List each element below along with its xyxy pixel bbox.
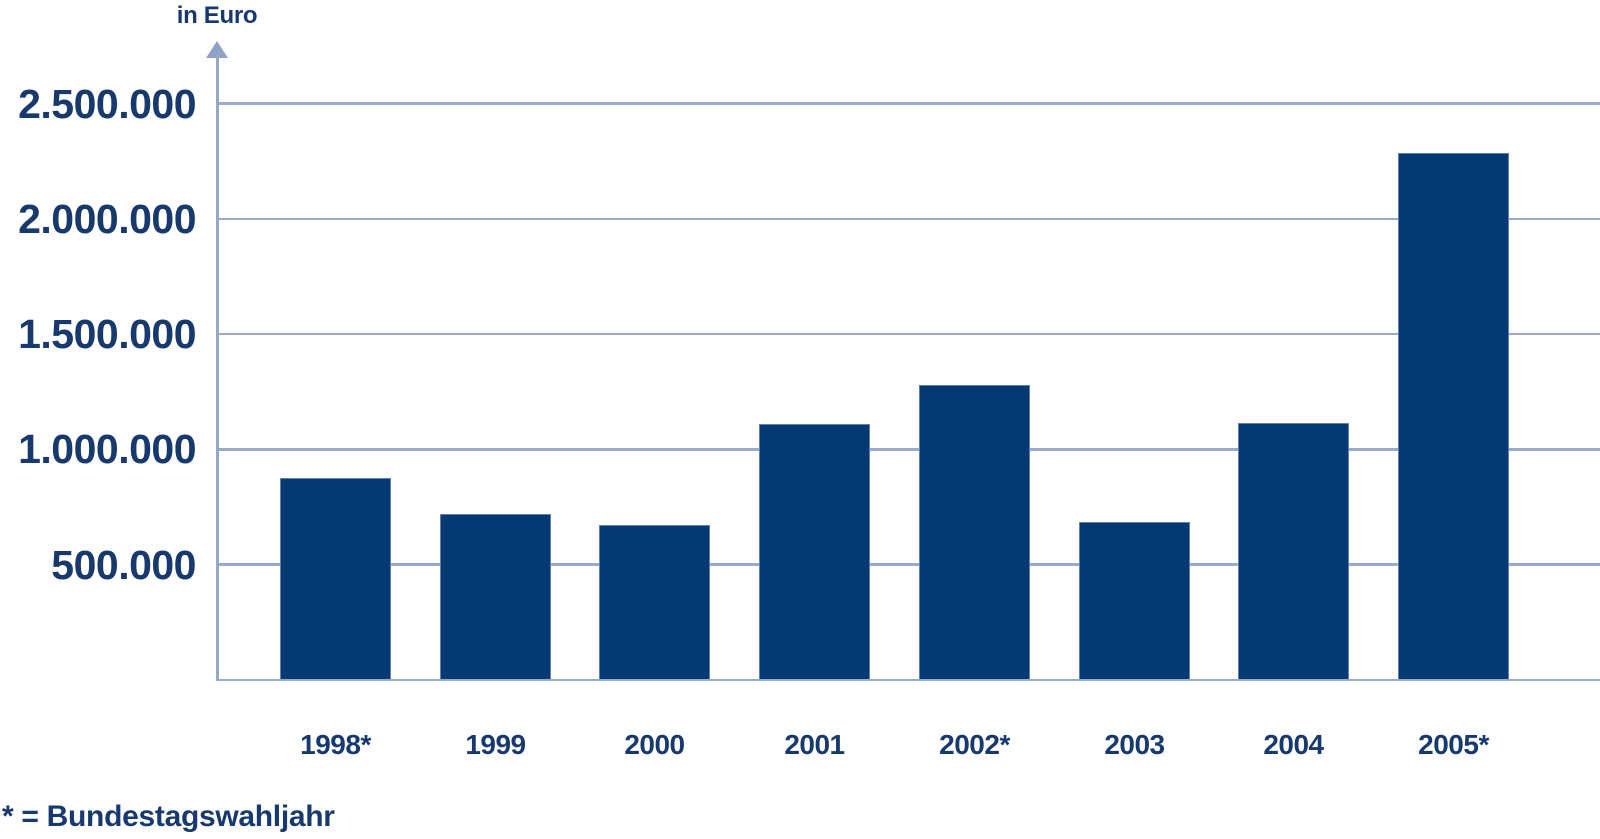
y-axis-tick-label: 2.500.000	[18, 80, 196, 127]
x-axis-label-2000: 2000	[624, 729, 685, 760]
y-axis-tick-label: 1.000.000	[18, 426, 196, 473]
bar-2001	[759, 424, 870, 680]
gridline-2500000	[217, 102, 1600, 105]
y-axis-line	[215, 54, 219, 681]
bar-1999	[440, 513, 551, 680]
bar-2005	[1398, 153, 1509, 680]
gridline-500000	[217, 563, 1600, 566]
x-axis-label-2004: 2004	[1263, 729, 1324, 760]
x-axis-line	[217, 678, 1600, 682]
bar-2002	[919, 384, 1030, 680]
x-axis-label-2003: 2003	[1104, 729, 1165, 760]
bar-1998	[280, 478, 391, 680]
y-axis-title: in Euro	[176, 2, 258, 29]
bar-2004	[1238, 422, 1349, 680]
y-axis-tick-label: 2.000.000	[18, 195, 196, 242]
y-axis-tick-label: 1.500.000	[18, 311, 196, 358]
x-axis-label-1998: 1998*	[300, 729, 371, 760]
x-axis-label-1999: 1999	[465, 729, 526, 760]
footnote: * = Bundestagswahljahr	[2, 800, 335, 833]
bar-2000	[599, 525, 710, 680]
x-axis-label-2002: 2002*	[939, 729, 1010, 760]
gridline-1500000	[217, 332, 1600, 336]
gridline-2000000	[217, 217, 1600, 221]
y-axis-arrow-icon	[206, 41, 228, 58]
x-axis-label-2005: 2005*	[1418, 729, 1489, 760]
gridline-1000000	[217, 448, 1600, 451]
bar-2003	[1079, 522, 1190, 680]
y-axis-tick-label: 500.000	[51, 541, 196, 588]
x-axis-label-2001: 2001	[784, 729, 845, 760]
